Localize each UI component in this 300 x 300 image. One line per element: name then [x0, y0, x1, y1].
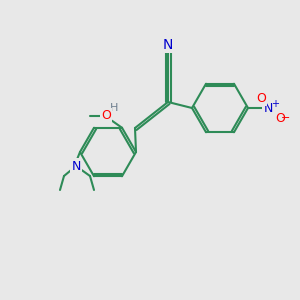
- Text: O: O: [275, 112, 285, 124]
- Text: +: +: [271, 99, 279, 109]
- Text: −: −: [281, 113, 291, 123]
- Text: N: N: [71, 160, 81, 172]
- Text: O: O: [101, 109, 111, 122]
- Text: O: O: [256, 92, 266, 104]
- Text: N: N: [163, 38, 173, 52]
- Text: H: H: [110, 103, 118, 113]
- Text: N: N: [263, 101, 273, 115]
